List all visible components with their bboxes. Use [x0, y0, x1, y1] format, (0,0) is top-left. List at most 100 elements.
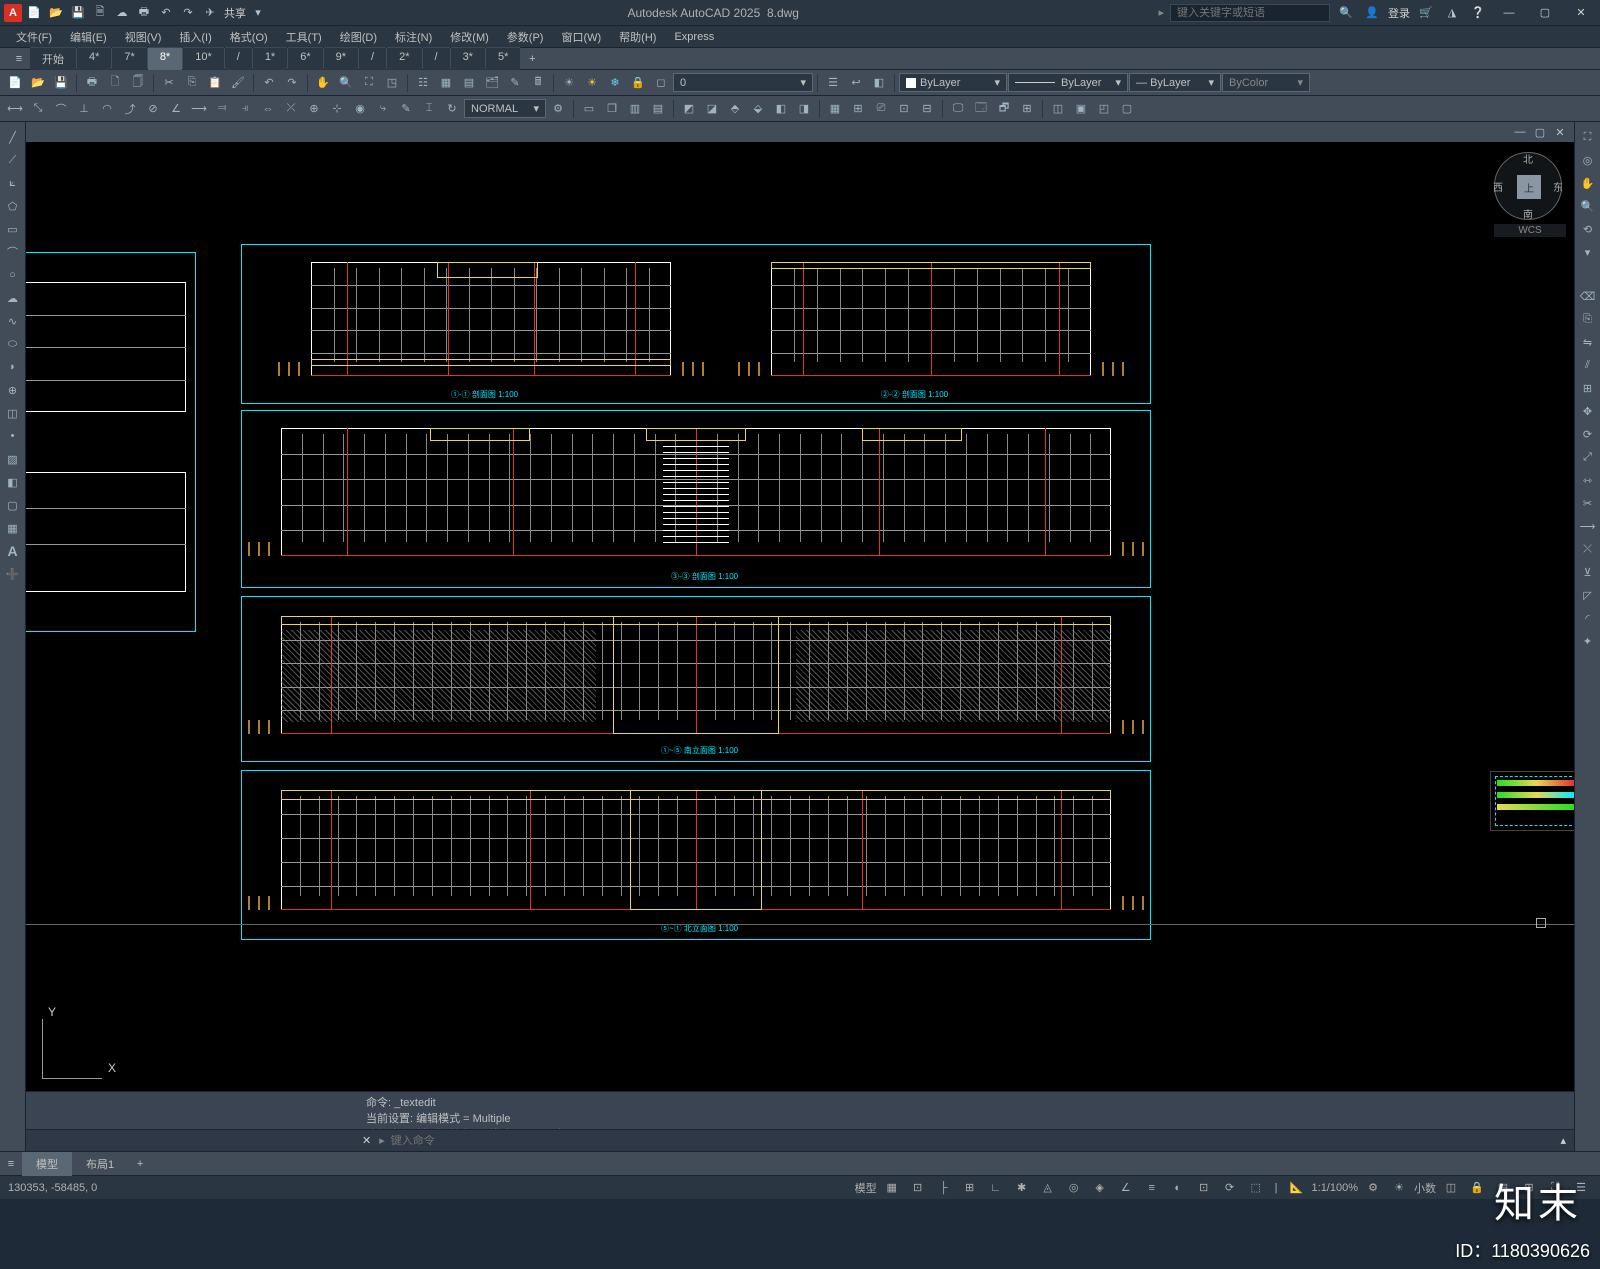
- autodesk-icon[interactable]: ◮: [1442, 3, 1462, 23]
- linetype-combo[interactable]: ByLayer▾: [1008, 73, 1128, 92]
- sb-iso-icon[interactable]: ◬: [1037, 1178, 1059, 1198]
- sb-trans-icon[interactable]: ◐: [1167, 1178, 1189, 1198]
- dimstyle-combo[interactable]: NORMAL▾: [464, 99, 546, 118]
- file-tab[interactable]: /: [423, 47, 450, 70]
- menu-item[interactable]: 绘图(D): [332, 27, 385, 47]
- sb-snap-icon[interactable]: ⊡: [907, 1178, 929, 1198]
- r1-sun-icon[interactable]: ☀: [581, 72, 603, 94]
- layer-combo[interactable]: 0▾: [673, 73, 813, 92]
- close-icon[interactable]: ✕: [1566, 3, 1596, 23]
- r1-match-icon[interactable]: 🖌: [227, 72, 249, 94]
- file-tab[interactable]: 1*: [253, 47, 287, 70]
- r2-ws2-icon[interactable]: 🗔: [970, 98, 992, 120]
- r2-insp-icon[interactable]: ◉: [349, 98, 371, 120]
- r1-props-icon[interactable]: ☷: [412, 72, 434, 94]
- r2-dimjog-icon[interactable]: ⤴: [119, 98, 141, 120]
- qat-undo-icon[interactable]: ↶: [156, 3, 176, 23]
- layout-menu-icon[interactable]: ≡: [0, 1158, 22, 1170]
- table-icon[interactable]: ▦: [2, 517, 24, 539]
- sb-qp-icon[interactable]: ◫: [1440, 1178, 1462, 1198]
- r2-dimbreak-icon[interactable]: ⤫: [280, 98, 302, 120]
- r1-ssm-icon[interactable]: 🗂: [481, 72, 503, 94]
- login-label[interactable]: 登录: [1388, 5, 1410, 21]
- gradient-icon[interactable]: ◧: [2, 471, 24, 493]
- r2-grp-icon[interactable]: ⊡: [893, 98, 915, 120]
- rectangle-icon[interactable]: ▭: [2, 218, 24, 240]
- qat-share-label[interactable]: 共享: [224, 5, 246, 21]
- lineweight-combo[interactable]: — ByLayer▾: [1129, 73, 1221, 92]
- layout-add-icon[interactable]: +: [128, 1158, 152, 1170]
- r2-extra2-icon[interactable]: ▣: [1070, 98, 1092, 120]
- maximize-icon[interactable]: ▢: [1530, 3, 1560, 23]
- plotstyle-combo[interactable]: ByColor▾: [1222, 73, 1310, 92]
- r2-dimlin-icon[interactable]: ⟷: [4, 98, 26, 120]
- user-icon[interactable]: 👤: [1362, 3, 1382, 23]
- mod-copy-icon[interactable]: ⎘: [1577, 308, 1599, 330]
- mod-scale-icon[interactable]: ⤢: [1577, 446, 1599, 468]
- layout-tab[interactable]: 布局1: [72, 1152, 128, 1176]
- r1-lcolor-icon[interactable]: ◻: [650, 72, 672, 94]
- ucs-icon[interactable]: YX: [42, 1009, 112, 1079]
- r2-qdim-icon[interactable]: ⟶: [188, 98, 210, 120]
- r1-paste-icon[interactable]: 📋: [204, 72, 226, 94]
- sb-polar-icon[interactable]: ✱: [1011, 1178, 1033, 1198]
- r1-open-icon[interactable]: 📂: [27, 72, 49, 94]
- r2-3d1-icon[interactable]: ◩: [678, 98, 700, 120]
- r1-pan-icon[interactable]: ✋: [312, 72, 334, 94]
- sb-ann-icon[interactable]: ⬚: [1245, 1178, 1267, 1198]
- qat-save-icon[interactable]: 💾: [68, 3, 88, 23]
- file-tab[interactable]: 7*: [112, 47, 146, 70]
- mod-trim-icon[interactable]: ✂: [1577, 492, 1599, 514]
- mod-break-icon[interactable]: ⤬: [1577, 538, 1599, 560]
- filetabs-menu-icon[interactable]: ≡: [8, 53, 30, 65]
- wcs-label[interactable]: WCS: [1494, 224, 1566, 237]
- r1-lock-icon[interactable]: 🔒: [627, 72, 649, 94]
- r1-cut-icon[interactable]: ✂: [158, 72, 180, 94]
- menu-item[interactable]: 工具(T): [278, 27, 330, 47]
- r2-dimdia-icon[interactable]: ⊘: [142, 98, 164, 120]
- qat-cloud-icon[interactable]: ☁: [112, 3, 132, 23]
- r2-winnew-icon[interactable]: ▭: [578, 98, 600, 120]
- r1-freeze-icon[interactable]: ❄: [604, 72, 626, 94]
- file-tab[interactable]: 10*: [183, 47, 224, 70]
- hatch-icon[interactable]: ▨: [2, 448, 24, 470]
- r1-zoomwin-icon[interactable]: ◳: [381, 72, 403, 94]
- r2-dimrad-icon[interactable]: ◠: [96, 98, 118, 120]
- r2-ole-icon[interactable]: ⎚: [870, 98, 892, 120]
- r1-tpal-icon[interactable]: ▤: [458, 72, 480, 94]
- doc-max-icon[interactable]: ▢: [1530, 122, 1550, 142]
- sb-scale-label[interactable]: 1:1/100%: [1312, 1182, 1358, 1194]
- r2-wintileh-icon[interactable]: ▥: [624, 98, 646, 120]
- r1-undo2-icon[interactable]: ↶: [258, 72, 280, 94]
- circle-icon[interactable]: ○: [2, 264, 24, 286]
- r2-3d6-icon[interactable]: ◨: [793, 98, 815, 120]
- sb-osnap-icon[interactable]: ◎: [1063, 1178, 1085, 1198]
- help-search-input[interactable]: [1170, 4, 1330, 22]
- file-tab[interactable]: 9*: [324, 47, 358, 70]
- mod-array-icon[interactable]: ⊞: [1577, 377, 1599, 399]
- r2-dimsty-icon[interactable]: ⚙: [547, 98, 569, 120]
- menu-item[interactable]: 文件(F): [8, 27, 60, 47]
- r1-redo2-icon[interactable]: ↷: [281, 72, 303, 94]
- sb-grid-icon[interactable]: ▦: [881, 1178, 903, 1198]
- color-combo[interactable]: ByLayer▾: [899, 73, 1007, 92]
- nav-show-icon[interactable]: ▾: [1577, 241, 1599, 263]
- file-tab[interactable]: /: [359, 47, 386, 70]
- r2-3d5-icon[interactable]: ◧: [770, 98, 792, 120]
- doc-close-icon[interactable]: ✕: [1550, 122, 1570, 142]
- file-tab[interactable]: 8*: [148, 47, 182, 70]
- sb-ortho-icon[interactable]: ∟: [985, 1178, 1007, 1198]
- nav-full-icon[interactable]: ⛶: [1577, 126, 1599, 148]
- r2-wintilev-icon[interactable]: ▤: [647, 98, 669, 120]
- menu-item[interactable]: 格式(O): [222, 27, 276, 47]
- r1-lstate-icon[interactable]: ☰: [822, 72, 844, 94]
- sb-otrack-icon[interactable]: ∠: [1115, 1178, 1137, 1198]
- polygon-icon[interactable]: ⬠: [2, 195, 24, 217]
- r2-3d2-icon[interactable]: ◪: [701, 98, 723, 120]
- sb-3dosnap-icon[interactable]: ◈: [1089, 1178, 1111, 1198]
- help-icon[interactable]: ❔: [1468, 3, 1488, 23]
- menu-item[interactable]: 视图(V): [117, 27, 170, 47]
- layout-tab[interactable]: 模型: [22, 1152, 72, 1176]
- menu-item[interactable]: 修改(M): [442, 27, 497, 47]
- r2-3d3-icon[interactable]: ⬘: [724, 98, 746, 120]
